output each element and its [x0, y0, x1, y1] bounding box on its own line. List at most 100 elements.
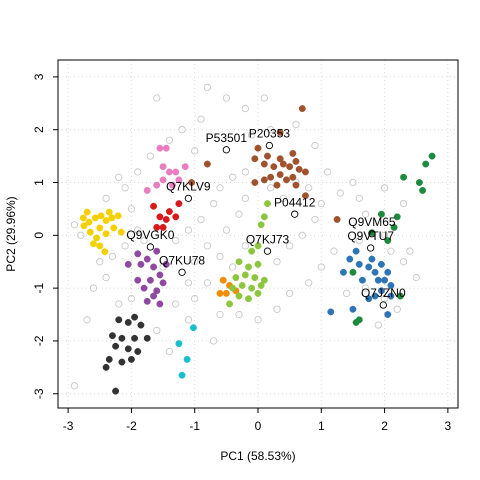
point	[263, 247, 272, 255]
point	[387, 292, 395, 300]
point	[355, 260, 363, 268]
point	[346, 255, 354, 263]
point	[289, 150, 297, 157]
point	[384, 311, 392, 318]
point	[371, 268, 379, 276]
point	[285, 242, 294, 250]
y-axis-label: PC2 (29.96%)	[4, 196, 18, 271]
point	[137, 260, 145, 268]
point	[292, 181, 300, 189]
point	[251, 274, 259, 282]
point	[140, 284, 148, 292]
point	[352, 319, 360, 326]
point	[203, 83, 212, 92]
point	[365, 263, 373, 271]
point	[365, 295, 373, 303]
point	[270, 163, 278, 171]
point	[112, 342, 120, 350]
point	[355, 236, 363, 245]
point	[101, 248, 109, 256]
point	[134, 168, 142, 176]
plot-frame	[57, 59, 459, 409]
point-label: P53501	[206, 131, 248, 145]
point	[153, 326, 161, 335]
point	[374, 276, 382, 284]
point	[153, 94, 161, 102]
point	[298, 105, 306, 113]
point	[399, 258, 408, 266]
point	[162, 216, 170, 223]
point	[377, 260, 385, 268]
point	[251, 155, 259, 163]
point	[279, 194, 287, 203]
point	[422, 160, 430, 168]
point	[336, 189, 344, 197]
point	[153, 247, 161, 255]
point	[137, 321, 145, 329]
point	[162, 260, 170, 268]
point	[298, 231, 306, 239]
point	[235, 210, 243, 218]
point	[222, 146, 231, 154]
point	[127, 355, 135, 363]
point	[159, 176, 167, 184]
point-label: Q7KLV9	[166, 180, 211, 194]
point	[260, 276, 268, 284]
point	[178, 126, 186, 134]
point	[289, 173, 297, 181]
point	[165, 208, 173, 216]
point	[387, 247, 395, 255]
x-tick-label: -1	[189, 419, 200, 433]
point	[197, 115, 205, 123]
point	[165, 168, 173, 176]
point	[396, 292, 404, 300]
point	[235, 258, 243, 266]
point	[85, 218, 93, 226]
point	[184, 279, 193, 287]
point	[381, 276, 389, 284]
point	[146, 243, 155, 251]
point	[156, 300, 164, 308]
point	[248, 284, 256, 292]
point	[428, 152, 436, 160]
point	[229, 263, 237, 271]
point	[264, 200, 271, 208]
x-tick-label: 1	[318, 419, 325, 433]
point	[238, 282, 246, 289]
point	[203, 279, 212, 287]
point	[143, 255, 151, 263]
point	[380, 231, 389, 239]
point-label: Q7KU78	[159, 253, 205, 267]
point	[311, 141, 319, 150]
x-tick-label: 3	[445, 419, 452, 433]
point	[83, 208, 91, 216]
point	[286, 163, 294, 171]
point	[302, 192, 309, 200]
x-tick-label: 0	[255, 419, 262, 433]
point	[165, 136, 174, 144]
point	[241, 104, 249, 113]
point	[146, 276, 154, 284]
point	[273, 305, 281, 313]
point	[311, 215, 319, 224]
point	[184, 226, 193, 234]
point	[393, 305, 401, 313]
point	[352, 247, 360, 255]
point	[172, 300, 180, 308]
point	[367, 244, 375, 252]
point	[127, 205, 136, 213]
point	[134, 226, 142, 234]
point	[96, 224, 104, 232]
point	[172, 168, 180, 176]
point	[184, 194, 193, 203]
point	[108, 252, 117, 261]
point	[368, 230, 376, 238]
point	[251, 179, 259, 186]
point	[241, 194, 249, 203]
point	[134, 250, 142, 258]
point	[114, 212, 122, 220]
point	[102, 273, 110, 282]
point	[241, 168, 249, 176]
point	[89, 284, 98, 292]
point	[172, 236, 180, 245]
